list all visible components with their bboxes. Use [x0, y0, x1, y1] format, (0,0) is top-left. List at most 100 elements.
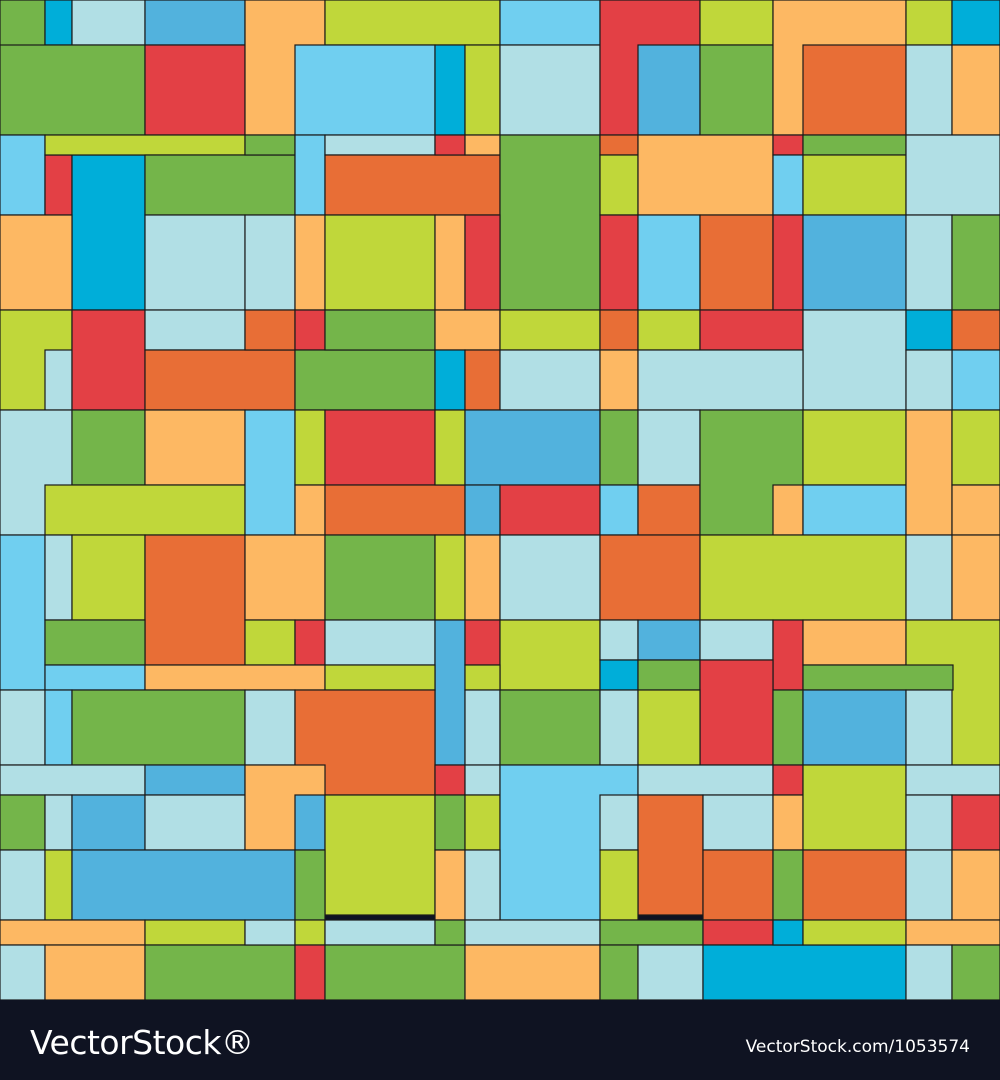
tile	[599, 214, 639, 311]
tile	[499, 619, 601, 691]
tile	[637, 349, 804, 411]
tile	[144, 764, 246, 796]
tile	[702, 794, 774, 851]
tile	[464, 619, 501, 666]
tile	[499, 689, 601, 766]
tile	[599, 349, 639, 411]
tile	[905, 919, 1000, 946]
tile	[637, 794, 704, 916]
tile	[802, 44, 907, 136]
tile	[144, 0, 246, 46]
tile	[905, 794, 953, 851]
tile	[699, 44, 774, 136]
tile	[599, 944, 639, 1001]
tile	[324, 484, 466, 536]
tile	[951, 214, 1000, 311]
tile	[464, 214, 501, 311]
tile	[464, 794, 501, 851]
tile	[772, 849, 804, 921]
tile	[434, 44, 466, 136]
image-url: VectorStock.com/1053574	[746, 1037, 970, 1057]
tile	[294, 919, 326, 946]
tile	[637, 44, 701, 136]
tile	[244, 689, 296, 766]
tile	[144, 944, 296, 1001]
tile	[294, 619, 326, 666]
tile	[144, 154, 296, 216]
tile	[144, 349, 296, 411]
tile	[637, 944, 704, 1001]
tile	[0, 849, 46, 921]
tile	[324, 409, 436, 486]
tile	[294, 134, 326, 216]
tile	[0, 794, 46, 851]
tile	[599, 484, 639, 536]
tile	[772, 134, 804, 156]
tile	[499, 0, 601, 46]
tile	[244, 309, 296, 351]
tile	[802, 484, 907, 536]
tile	[0, 919, 146, 946]
tile	[294, 944, 326, 1001]
tile	[599, 794, 639, 851]
tile	[599, 919, 704, 946]
tile	[637, 409, 701, 486]
tile	[71, 309, 146, 411]
tile	[599, 309, 639, 351]
tile	[699, 0, 774, 46]
tile	[802, 214, 907, 311]
tile	[802, 134, 907, 156]
tile	[71, 0, 146, 46]
tile	[905, 689, 953, 766]
tile	[324, 664, 436, 691]
tile	[324, 134, 436, 156]
tile	[324, 534, 436, 621]
tile	[71, 849, 296, 921]
tile	[144, 44, 246, 136]
tile	[0, 134, 46, 216]
tile	[499, 534, 601, 621]
tile	[464, 764, 501, 796]
tile	[324, 619, 436, 666]
tile	[951, 849, 1000, 921]
tile	[637, 214, 701, 311]
tile	[772, 689, 804, 766]
tile	[71, 154, 146, 311]
tile	[434, 134, 466, 156]
tile	[951, 794, 1000, 851]
tile	[434, 764, 466, 796]
tile	[71, 409, 146, 486]
tile	[44, 689, 73, 766]
tile	[44, 619, 146, 666]
tile	[244, 134, 296, 156]
tile	[0, 214, 73, 311]
tile	[599, 409, 639, 486]
tile	[44, 944, 146, 1001]
tile	[44, 849, 73, 921]
tile	[324, 794, 436, 916]
tile	[44, 534, 73, 621]
tile	[244, 619, 296, 666]
tile	[324, 0, 501, 46]
tile	[499, 134, 601, 311]
tile	[44, 484, 246, 536]
brand-logo: VectorStock®	[30, 1023, 254, 1062]
tile	[434, 534, 466, 621]
tile	[294, 214, 326, 311]
tile	[637, 659, 701, 691]
tile	[244, 409, 296, 536]
tile	[464, 689, 501, 766]
tile	[951, 484, 1000, 536]
tile	[772, 484, 804, 536]
tile	[294, 484, 326, 536]
tile	[71, 534, 146, 621]
tile	[464, 44, 501, 136]
tile	[599, 619, 639, 661]
tile	[951, 409, 1000, 486]
tile	[0, 44, 146, 136]
tile	[905, 409, 953, 536]
tile	[0, 534, 46, 691]
tile	[464, 664, 501, 691]
tile	[699, 214, 774, 311]
